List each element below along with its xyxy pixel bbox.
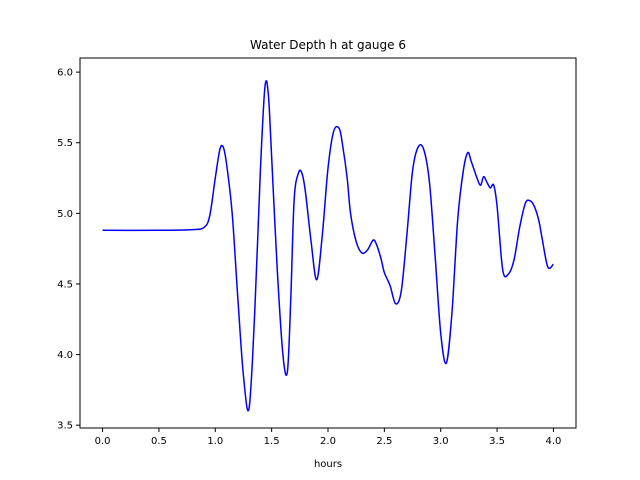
x-tick-label: 3.0 — [433, 436, 449, 447]
x-tick-label: 3.5 — [489, 436, 505, 447]
x-tick-label: 0.0 — [95, 436, 111, 447]
y-tick-label: 4.0 — [57, 350, 73, 361]
x-tick-label: 2.5 — [376, 436, 392, 447]
y-tick-label: 6.0 — [57, 68, 73, 79]
x-axis-label: hours — [314, 459, 342, 470]
y-tick-label: 5.0 — [57, 209, 73, 220]
y-tick-label: 5.5 — [57, 138, 73, 149]
y-tick-label: 3.5 — [57, 421, 73, 432]
y-axis: 3.5 4.0 4.5 5.0 5.5 6.0 — [57, 68, 80, 432]
series-line-water-depth — [102, 79, 554, 412]
x-tick-label: 1.0 — [207, 436, 223, 447]
x-axis: 0.0 0.5 1.0 1.5 2.0 2.5 3.0 3.5 4.0 — [95, 428, 562, 447]
series-layer — [102, 79, 554, 412]
x-tick-label: 4.0 — [546, 436, 562, 447]
chart-title: Water Depth h at gauge 6 — [250, 38, 406, 52]
x-tick-label: 2.0 — [320, 436, 336, 447]
x-tick-label: 1.5 — [264, 436, 280, 447]
x-tick-label: 0.5 — [151, 436, 167, 447]
plot-area-frame — [79, 57, 577, 429]
y-tick-label: 4.5 — [57, 279, 73, 290]
